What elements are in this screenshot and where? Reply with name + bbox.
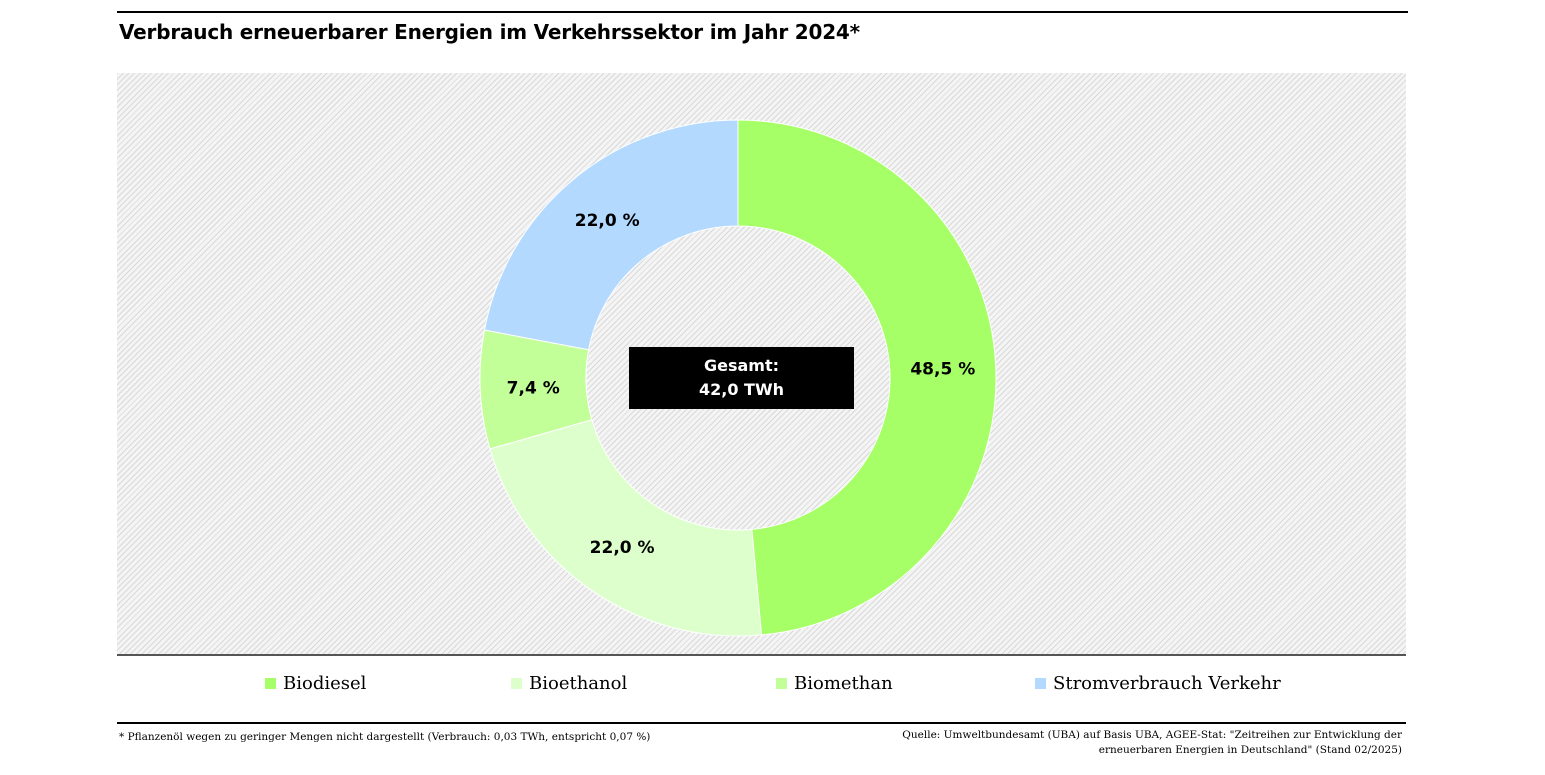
total-label-value: 42,0 TWh — [699, 380, 784, 399]
slice-label-biomethan: 7,4 % — [507, 378, 560, 398]
legend-label-bioethanol: Bioethanol — [529, 673, 628, 694]
legend-label-stromverbrauch-verkehr: Stromverbrauch Verkehr — [1053, 673, 1281, 694]
total-label-title: Gesamt: — [703, 356, 780, 375]
slice-label-stromverbrauch-verkehr: 22,0 % — [575, 211, 640, 231]
legend-swatch-biodiesel — [265, 678, 276, 689]
legend: Biodiesel Bioethanol Biomethan Stromverb… — [0, 673, 1545, 697]
source-note: Quelle: Umweltbundesamt (UBA) auf Basis … — [902, 728, 1402, 758]
slice-stromverbrauch-verkehr — [483, 119, 739, 351]
source-line-1: Quelle: Umweltbundesamt (UBA) auf Basis … — [902, 729, 1402, 741]
slice-biodiesel — [737, 119, 997, 636]
footer-rule — [117, 722, 1406, 724]
legend-label-biodiesel: Biodiesel — [283, 673, 367, 694]
legend-swatch-biomethan — [776, 678, 787, 689]
legend-item-biodiesel: Biodiesel — [265, 673, 366, 694]
slice-label-bioethanol: 22,0 % — [590, 538, 655, 558]
legend-divider — [117, 654, 1406, 656]
source-line-2: erneuerbaren Energien in Deutschland" (S… — [1098, 744, 1402, 756]
slice-label-biodiesel: 48,5 % — [910, 360, 975, 380]
footnote: * Pflanzenöl wegen zu geringer Mengen ni… — [119, 731, 651, 743]
slice-bioethanol — [489, 419, 763, 637]
legend-swatch-bioethanol — [511, 678, 522, 689]
legend-item-bioethanol: Bioethanol — [511, 673, 627, 694]
legend-swatch-stromverbrauch-verkehr — [1035, 678, 1046, 689]
legend-label-biomethan: Biomethan — [794, 673, 893, 694]
legend-item-stromverbrauch-verkehr: Stromverbrauch Verkehr — [1035, 673, 1281, 694]
top-rule — [117, 11, 1408, 13]
total-label-box: Gesamt: 42,0 TWh — [629, 347, 854, 409]
legend-item-biomethan: Biomethan — [776, 673, 893, 694]
chart-title: Verbrauch erneuerbarer Energien im Verke… — [119, 20, 860, 44]
